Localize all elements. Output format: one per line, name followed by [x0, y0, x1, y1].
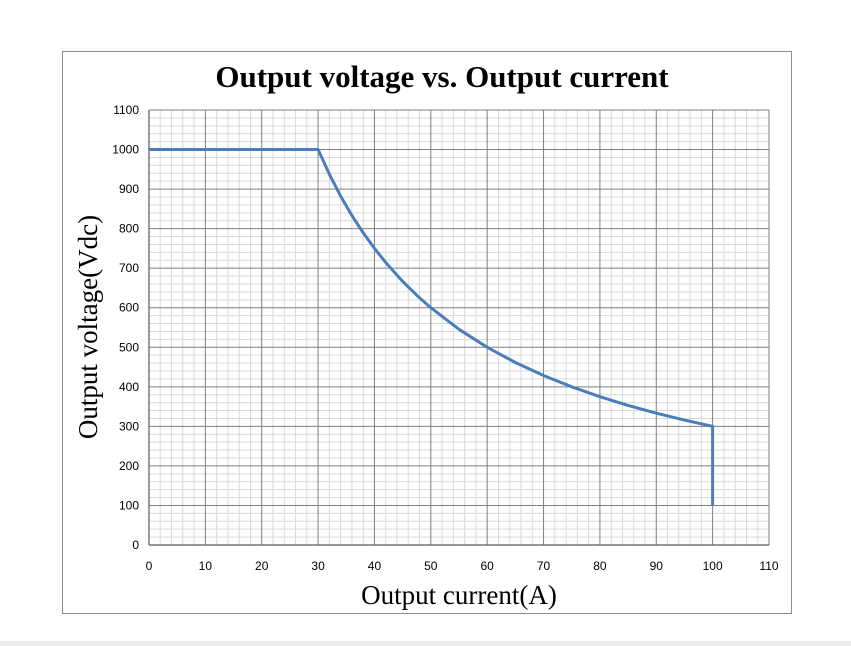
- y-tick-label: 400: [119, 380, 139, 394]
- bottom-strip: [0, 641, 851, 646]
- axes: [148, 110, 769, 546]
- series-group: [149, 148, 715, 506]
- y-axis-label: Output voltage(Vdc): [73, 215, 103, 439]
- x-tick-label: 0: [146, 559, 153, 573]
- y-tick-label: 200: [119, 459, 139, 473]
- y-tick-label: 800: [119, 222, 139, 236]
- x-tick-label: 30: [311, 559, 325, 573]
- chart-frame: [62, 51, 792, 614]
- y-tick-label: 100: [119, 498, 139, 512]
- x-tick-label: 90: [650, 559, 664, 573]
- x-tick-label: 110: [759, 559, 778, 573]
- x-axis-label: Output current(A): [361, 580, 557, 610]
- y-tick-label: 300: [119, 419, 139, 433]
- x-tick-label: 100: [703, 559, 723, 573]
- x-tick-labels: 0 10 20 30 40 50 60 70 80 90 100 110: [146, 559, 779, 573]
- grid-minor: [149, 110, 769, 545]
- y-tick-label: 600: [119, 301, 139, 315]
- x-tick-label: 60: [481, 559, 495, 573]
- x-tick-label: 20: [255, 559, 269, 573]
- y-tick-label: 500: [119, 340, 139, 354]
- x-tick-label: 70: [537, 559, 551, 573]
- x-tick-label: 10: [199, 559, 213, 573]
- y-tick-label: 900: [119, 182, 139, 196]
- series-line: [149, 148, 715, 506]
- chart-title: Output voltage vs. Output current: [215, 59, 669, 94]
- y-tick-label: 1100: [113, 103, 139, 117]
- y-tick-label: 700: [119, 261, 139, 275]
- x-tick-label: 80: [593, 559, 607, 573]
- x-tick-label: 50: [424, 559, 438, 573]
- y-tick-label: 1000: [112, 143, 139, 157]
- y-tick-label: 0: [132, 538, 139, 552]
- x-tick-label: 40: [368, 559, 382, 573]
- y-tick-labels: 0 100 200 300 400 500 600 700 800 900 1000 1100: [112, 103, 139, 552]
